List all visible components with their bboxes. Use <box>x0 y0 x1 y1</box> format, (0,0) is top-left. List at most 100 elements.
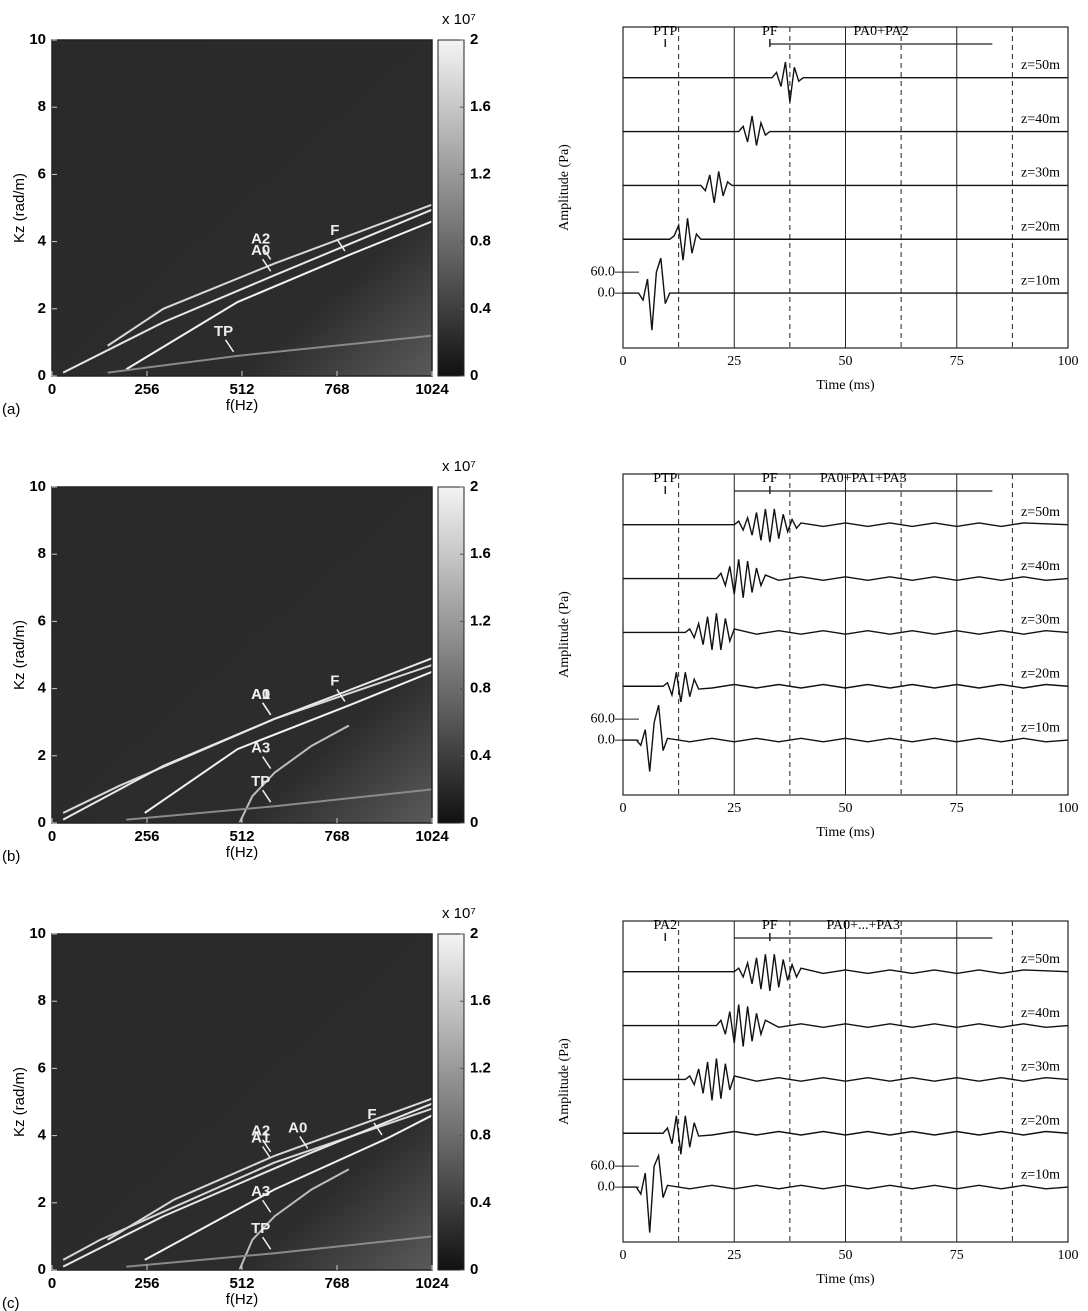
marker-label: PF <box>762 918 778 933</box>
x-tick-label: 50 <box>839 801 853 816</box>
trace-label: z=40m <box>1021 559 1060 574</box>
trace-label: z=30m <box>1021 1060 1060 1075</box>
colorbar-tick-label: 0.4 <box>470 1194 492 1211</box>
trace <box>623 1058 1069 1101</box>
x-tick-label: 75 <box>950 354 964 369</box>
range-label: PA0+PA1+PA3 <box>820 471 907 486</box>
panel-label: (b) <box>2 848 20 865</box>
plot-frame <box>622 473 1069 796</box>
curve-label: F <box>367 1106 376 1123</box>
x-tick-label: 1024 <box>415 1275 449 1292</box>
x-tick-label: 1024 <box>415 381 449 398</box>
trace <box>623 1152 1069 1233</box>
colorbar-tick-label: 1.6 <box>470 98 491 115</box>
label-pointer <box>262 702 272 716</box>
colorbar-tick-label: 2 <box>470 925 478 942</box>
curve-label: A0 <box>251 242 270 259</box>
y-tick-label: 8 <box>38 545 46 562</box>
y-tick-label: 8 <box>38 98 46 115</box>
y-tick-label: 60.0 <box>591 264 616 279</box>
colorbar-tick-label: 0.4 <box>470 747 492 764</box>
y-axis-label: Kz (rad/m) <box>11 620 28 690</box>
marker-label: PTP <box>653 24 677 39</box>
colorbar <box>437 39 465 377</box>
label-pointer <box>262 1139 272 1153</box>
curve-label: A1 <box>251 1129 270 1146</box>
trace-label: z=10m <box>1021 720 1060 735</box>
colorbar-tick-label: 1.2 <box>470 612 491 629</box>
curve-label: A0 <box>288 1119 307 1136</box>
trace <box>623 115 1068 146</box>
x-tick-label: 0 <box>48 381 56 398</box>
marker-label: PF <box>762 24 778 39</box>
colorbar <box>437 486 465 824</box>
mode-curve <box>238 1168 350 1271</box>
panel-label: (c) <box>2 1295 20 1311</box>
x-tick-label: 0 <box>620 354 627 369</box>
x-tick-label: 50 <box>839 1248 853 1263</box>
x-tick-label: 25 <box>727 354 741 369</box>
x-axis-label: f(Hz) <box>226 1291 259 1308</box>
label-pointer <box>299 1135 309 1149</box>
label-pointer <box>336 688 346 702</box>
label-pointer <box>262 1146 272 1159</box>
colorbar-scale: x 10⁷ <box>442 905 476 922</box>
mode-curve <box>62 657 433 821</box>
mode-curve <box>107 334 433 374</box>
x-tick-label: 25 <box>727 1248 741 1263</box>
x-tick-label: 100 <box>1058 354 1079 369</box>
label-pointer <box>373 1122 383 1136</box>
label-pointer <box>262 247 272 260</box>
waveform-panel: z=10m z=20m z=30m z=40m z=50m 0 25 50 75 100 0.0 60… <box>557 918 1078 1287</box>
y-tick-label: 2 <box>38 300 46 317</box>
trace-label: z=50m <box>1021 505 1060 520</box>
plot-frame <box>622 920 1069 1243</box>
trace-label: z=20m <box>1021 219 1060 234</box>
trace <box>623 613 1069 650</box>
trace-label: z=40m <box>1021 1006 1060 1021</box>
x-tick-label: 0 <box>48 828 56 845</box>
y-axis-label: Kz (rad/m) <box>11 1067 28 1137</box>
trace <box>623 218 1068 261</box>
y-tick-label: 10 <box>29 478 46 495</box>
y-axis-label: Amplitude (Pa) <box>557 1038 572 1125</box>
y-tick-label: 6 <box>38 165 46 182</box>
x-tick-label: 100 <box>1058 801 1079 816</box>
curve-label: A1 <box>251 686 270 703</box>
x-axis-label: f(Hz) <box>226 397 259 414</box>
trace <box>623 559 1069 598</box>
y-tick-label: 60.0 <box>591 1158 616 1173</box>
trace <box>623 954 1069 992</box>
x-axis-label: Time (ms) <box>816 1272 875 1287</box>
trace-label: z=30m <box>1021 166 1060 181</box>
trace-label: z=50m <box>1021 952 1060 967</box>
y-tick-label: 0 <box>38 367 46 384</box>
y-tick-label: 0.0 <box>598 732 616 747</box>
curve-label: TP <box>251 1220 270 1237</box>
x-tick-label: 512 <box>229 1275 254 1292</box>
trace <box>623 672 1069 703</box>
marker-label: PF <box>762 471 778 486</box>
y-tick-label: 4 <box>38 1127 47 1144</box>
colorbar-scale: x 10⁷ <box>442 11 476 28</box>
colorbar-tick-label: 0.8 <box>470 680 491 697</box>
y-tick-label: 60.0 <box>591 711 616 726</box>
curve-label: A2 <box>251 230 270 247</box>
x-tick-label: 25 <box>727 801 741 816</box>
colorbar-tick-label: 2 <box>470 478 478 495</box>
trace <box>623 257 1068 331</box>
trace-label: z=10m <box>1021 1167 1060 1182</box>
marker-label: PA2 <box>653 918 677 933</box>
label-pointer <box>262 258 272 272</box>
trace-label: z=30m <box>1021 613 1060 628</box>
colorbar-tick-label: 0 <box>470 814 478 831</box>
colorbar-tick-label: 0.4 <box>470 300 492 317</box>
panel-label: (a) <box>2 401 20 418</box>
colorbar-tick-label: 1.6 <box>470 545 491 562</box>
x-tick-label: 75 <box>950 1248 964 1263</box>
x-tick-label: 512 <box>229 381 254 398</box>
x-tick-label: 0 <box>620 1248 627 1263</box>
colorbar-tick-label: 1.6 <box>470 992 491 1009</box>
